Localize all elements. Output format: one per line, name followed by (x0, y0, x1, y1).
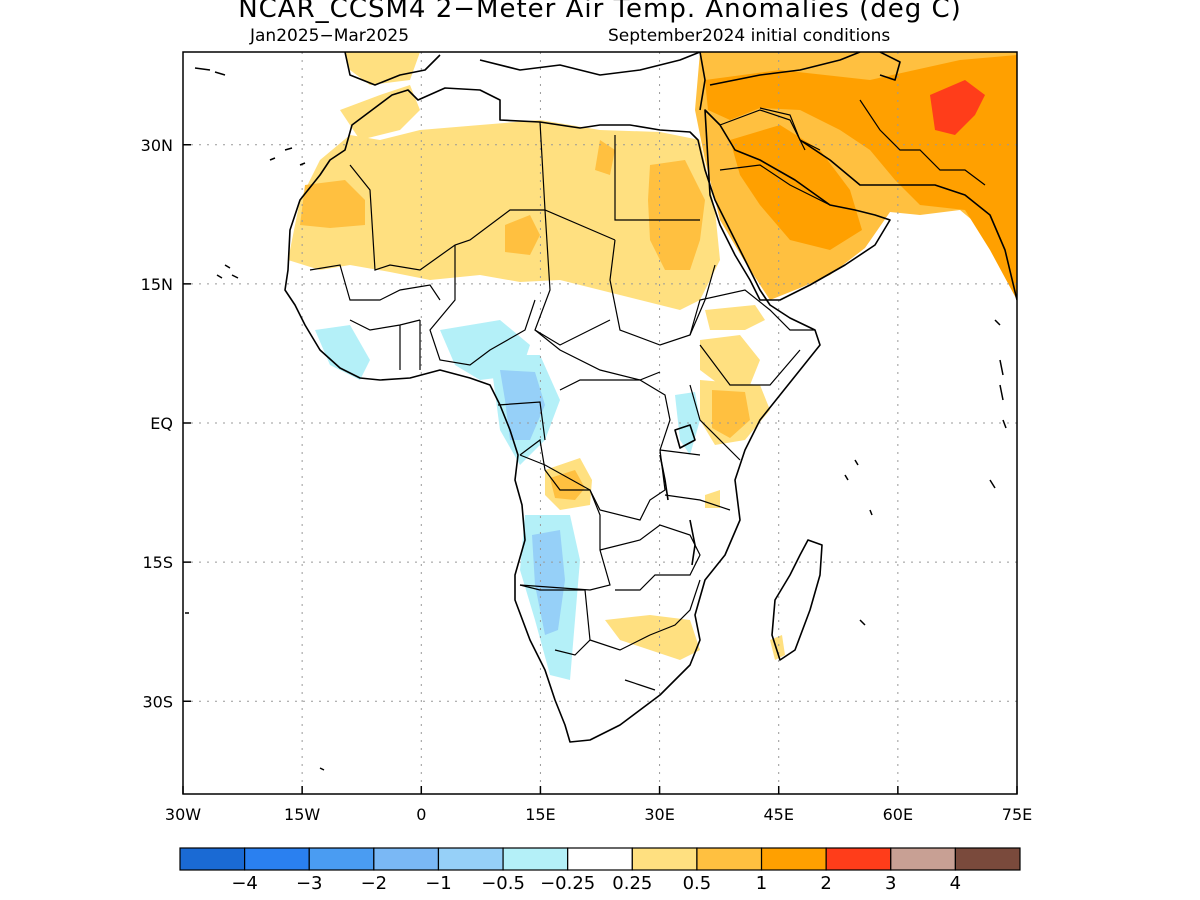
anomaly-region-madagascar (770, 635, 785, 660)
border-gabon (497, 401, 546, 441)
border-libya (539, 121, 700, 221)
anomaly-region-spain (345, 52, 420, 85)
colorbar-swatch (308, 847, 375, 871)
border-kenya-tanzania (659, 384, 741, 511)
colorbar-label: −4 (231, 873, 258, 894)
colorbar-label: −2 (361, 873, 388, 894)
lat-tick-label: 30S (142, 692, 173, 711)
colorbar-swatch (502, 847, 569, 871)
map-title: NCAR_CCSM4 2−Meter Air Temp. Anomalies (… (238, 0, 962, 24)
colorbar-swatch (890, 847, 956, 871)
coastlines (284, 52, 1017, 743)
anomaly-region-egypt (648, 160, 705, 270)
colorbar-swatch (954, 847, 1021, 871)
lake-victoria (674, 424, 696, 449)
lat-tick-label: 15N (141, 275, 173, 294)
border-sudan (609, 239, 716, 346)
anomaly-region-ethiopia (700, 335, 760, 385)
colorbar-label: 0.5 (683, 873, 712, 894)
border-angola (519, 454, 611, 591)
colorbar-swatch (760, 847, 827, 871)
colorbar-swatch (696, 847, 763, 871)
colorbar-swatch (567, 847, 633, 871)
border-zambia (599, 524, 701, 591)
colorbar-label: 2 (820, 873, 831, 894)
colorbar-swatch (631, 847, 698, 871)
anomaly-region-zimbabwe (605, 615, 700, 660)
latitude-axis: 30N 15N EQ 15S 30S (141, 136, 191, 711)
colorbar-label: −1 (425, 873, 452, 894)
country-borders (309, 99, 986, 691)
anomaly-region-libya (595, 140, 615, 175)
anomaly-region-chad (505, 215, 540, 255)
lat-tick-label: EQ (150, 414, 173, 433)
lon-tick-label: 45E (763, 805, 793, 824)
anomaly-region-westafrica-cool (315, 325, 370, 380)
colorbar-label: 1 (756, 873, 767, 894)
colorbar: −4 −3 −2 −1 −0.5 −0.25 0.25 0.5 1 2 3 4 (179, 847, 1021, 894)
border-westafrica (309, 264, 441, 370)
lon-tick-label: 0 (416, 805, 426, 824)
colorbar-swatch (244, 847, 310, 871)
anomaly-region-angola-core (550, 470, 585, 500)
madagascar-coastline (771, 539, 823, 661)
colorbar-swatch (825, 847, 892, 871)
colorbar-swatch (179, 847, 246, 871)
gridlines (183, 52, 1017, 794)
colorbar-label: 3 (885, 873, 896, 894)
colorbar-label: 0.25 (612, 873, 652, 894)
mediterranean-coast (699, 52, 861, 111)
lon-tick-label: 60E (883, 805, 913, 824)
lat-tick-label: 15S (142, 553, 173, 572)
anomaly-region-pakistan (930, 80, 985, 135)
border-drc (519, 379, 671, 521)
colorbar-label: −0.25 (540, 873, 595, 894)
islands (185, 67, 1007, 771)
border-car (534, 329, 661, 381)
anomaly-region-horn (705, 305, 765, 330)
lat-tick-label: 30N (141, 136, 173, 155)
lon-tick-label: 75E (1002, 805, 1032, 824)
lon-tick-label: 30E (644, 805, 674, 824)
europe-coastline (344, 52, 701, 86)
longitude-axis: 30W 15W 0 15E 30E 45E 60E 75E (165, 786, 1032, 824)
border-nigeria (429, 245, 536, 366)
anomaly-region-morocco (340, 85, 420, 140)
colorbar-swatch (373, 847, 440, 871)
initial-conditions: September2024 initial conditions (608, 26, 891, 46)
border-southern (519, 579, 701, 691)
colorbar-label: −0.5 (481, 873, 525, 894)
arabia-coastline (704, 109, 891, 301)
colorbar-label: −3 (296, 873, 323, 894)
africa-coastline (284, 87, 821, 743)
border-iraq-iran (759, 99, 986, 186)
lon-tick-label: 15E (525, 805, 555, 824)
border-algeria-mali (349, 164, 616, 271)
forecast-period: Jan2025−Mar2025 (250, 26, 410, 46)
iran-coastline (799, 139, 1017, 301)
colorbar-swatch (437, 847, 504, 871)
anomaly-region-kenya-core (712, 390, 750, 438)
lon-tick-label: 30W (165, 805, 201, 824)
lon-tick-label: 15W (284, 805, 320, 824)
anomaly-region-mauritania (300, 180, 365, 228)
caspian-coast (879, 52, 901, 81)
colorbar-label: 4 (950, 873, 961, 894)
anomaly-shading (288, 52, 1017, 680)
border-ethiopia (689, 289, 815, 386)
